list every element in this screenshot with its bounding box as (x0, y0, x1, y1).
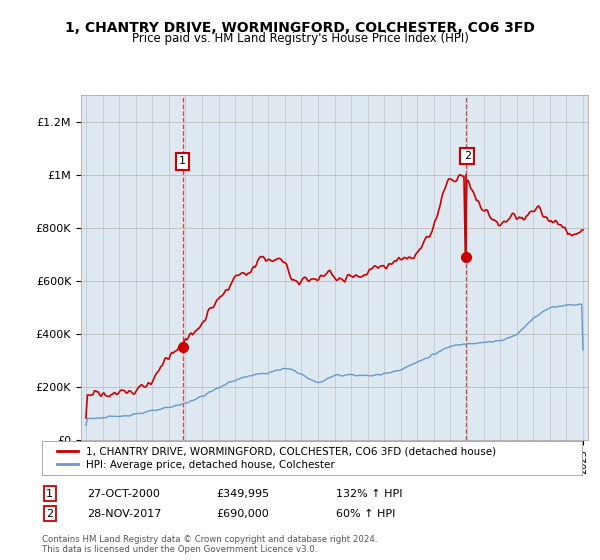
Text: 1: 1 (179, 156, 186, 166)
Text: £690,000: £690,000 (216, 508, 269, 519)
Text: Contains HM Land Registry data © Crown copyright and database right 2024.
This d: Contains HM Land Registry data © Crown c… (42, 535, 377, 554)
Text: 2: 2 (46, 508, 53, 519)
Legend: 1, CHANTRY DRIVE, WORMINGFORD, COLCHESTER, CO6 3FD (detached house), HPI: Averag: 1, CHANTRY DRIVE, WORMINGFORD, COLCHESTE… (53, 442, 500, 474)
Text: 27-OCT-2000: 27-OCT-2000 (87, 489, 160, 499)
Text: 1: 1 (46, 489, 53, 499)
Text: 60% ↑ HPI: 60% ↑ HPI (336, 508, 395, 519)
Text: 28-NOV-2017: 28-NOV-2017 (87, 508, 161, 519)
Text: 2: 2 (464, 151, 471, 161)
Text: 1, CHANTRY DRIVE, WORMINGFORD, COLCHESTER, CO6 3FD: 1, CHANTRY DRIVE, WORMINGFORD, COLCHESTE… (65, 21, 535, 35)
Text: £349,995: £349,995 (216, 489, 269, 499)
Text: Price paid vs. HM Land Registry's House Price Index (HPI): Price paid vs. HM Land Registry's House … (131, 32, 469, 45)
Text: 132% ↑ HPI: 132% ↑ HPI (336, 489, 403, 499)
